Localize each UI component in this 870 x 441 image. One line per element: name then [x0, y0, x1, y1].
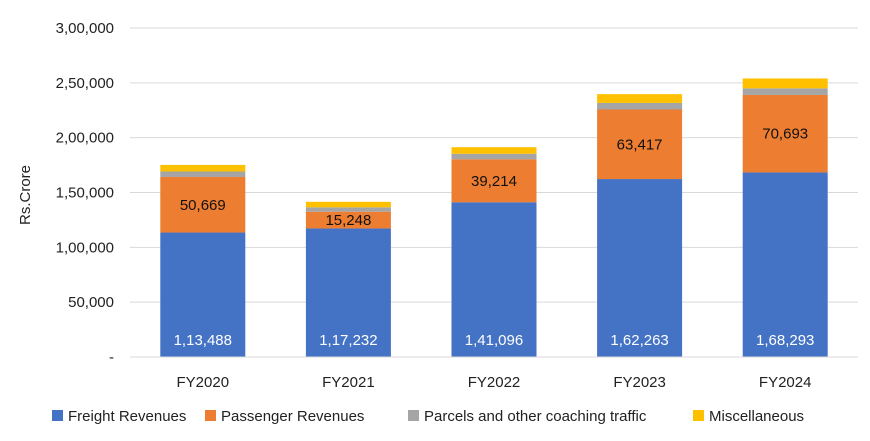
bar-segment-freight-revenues: [451, 202, 537, 357]
bar-segment-parcels-and-other-coaching-traffic: [451, 153, 537, 160]
bar-segment-parcels-and-other-coaching-traffic: [742, 88, 828, 95]
legend-label: Parcels and other coaching traffic: [424, 408, 647, 425]
bar-segment-parcels-and-other-coaching-traffic: [160, 171, 246, 177]
legend-swatch: [408, 410, 419, 421]
data-label: 1,68,293: [756, 332, 814, 349]
bar-segment-freight-revenues: [305, 228, 391, 357]
y-tick-label: 50,000: [68, 294, 114, 311]
bar-segment-miscellaneous: [742, 78, 828, 89]
y-tick-label: 2,50,000: [56, 75, 114, 92]
legend-label: Freight Revenues: [68, 408, 186, 425]
legend-swatch: [205, 410, 216, 421]
legend-label: Miscellaneous: [709, 408, 804, 425]
y-tick-label: 1,00,000: [56, 239, 114, 256]
data-label: 1,13,488: [174, 332, 232, 349]
data-label: 15,248: [325, 212, 371, 229]
bar-segment-miscellaneous: [451, 147, 537, 154]
data-label: 63,417: [617, 136, 663, 153]
legend: Freight Revenues Passenger Revenues Parcel…: [52, 408, 804, 425]
bars: 1,13,488 50,669 1,17,232 15,248 1,41,096 39,2…: [160, 78, 828, 357]
legend-item: Parcels and other coaching traffic: [408, 408, 647, 425]
bar-segment-freight-revenues: [160, 232, 246, 357]
bar-segment-miscellaneous: [597, 94, 683, 103]
bar-segment-parcels-and-other-coaching-traffic: [597, 102, 683, 110]
bar-segment-parcels-and-other-coaching-traffic: [305, 207, 391, 212]
legend-label: Passenger Revenues: [221, 408, 364, 425]
y-tick-label: 1,50,000: [56, 185, 114, 202]
data-label: 1,41,096: [465, 332, 523, 349]
bar-segment-miscellaneous: [160, 164, 246, 172]
y-axis-ticks: - 50,000 1,00,000 1,50,000 2,00,000 2,50,000 3…: [56, 20, 114, 366]
y-axis-label: Rs.Crore: [17, 165, 34, 225]
legend-item: Freight Revenues: [52, 408, 186, 425]
x-tick-label: FY2022: [468, 374, 521, 391]
x-axis-ticks: FY2020 FY2021 FY2022 FY2023 FY2024: [177, 374, 812, 391]
data-label: 70,693: [762, 126, 808, 143]
y-tick-label: 2,00,000: [56, 130, 114, 147]
bar-segment-passenger-revenues: [451, 159, 537, 203]
y-tick-label: 3,00,000: [56, 20, 114, 37]
data-label: 1,62,263: [610, 332, 668, 349]
bar-segment-passenger-revenues: [742, 94, 828, 173]
y-tick-label: -: [109, 349, 114, 366]
x-tick-label: FY2024: [759, 374, 812, 391]
bar-segment-passenger-revenues: [305, 211, 391, 229]
x-tick-label: FY2021: [322, 374, 375, 391]
bar-segment-freight-revenues: [597, 179, 683, 357]
data-label: 1,17,232: [319, 332, 377, 349]
data-label: 39,214: [471, 173, 517, 190]
x-tick-label: FY2023: [613, 374, 666, 391]
data-label: 50,669: [180, 197, 226, 214]
legend-item: Miscellaneous: [693, 408, 804, 425]
bar-segment-passenger-revenues: [160, 176, 246, 233]
bar-segment-freight-revenues: [742, 172, 828, 357]
legend-swatch: [693, 410, 704, 421]
x-tick-label: FY2020: [177, 374, 230, 391]
legend-swatch: [52, 410, 63, 421]
bar-segment-miscellaneous: [305, 201, 391, 208]
bar-segment-passenger-revenues: [597, 109, 683, 180]
legend-item: Passenger Revenues: [205, 408, 364, 425]
